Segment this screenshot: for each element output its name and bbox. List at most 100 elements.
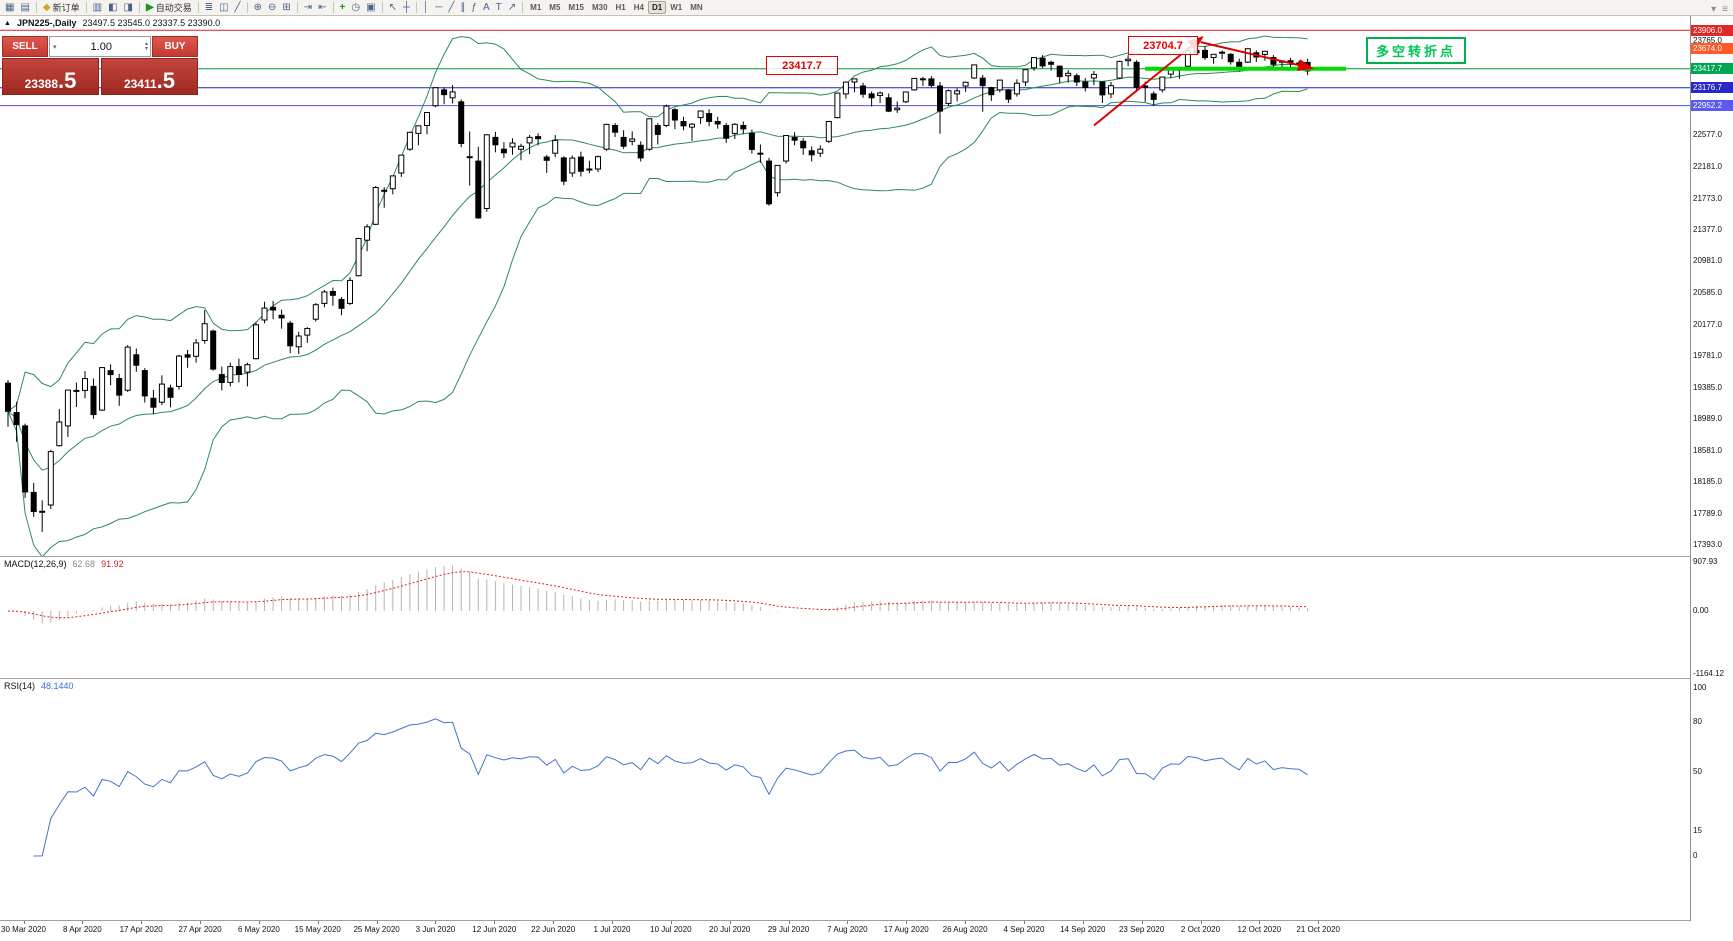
price-axis-label: 19781.0 bbox=[1693, 351, 1722, 361]
volume-down-icon[interactable]: ▾ bbox=[144, 45, 148, 52]
terminal-button[interactable]: ◨ bbox=[121, 1, 136, 15]
timeframe-m15-button[interactable]: M15 bbox=[564, 1, 588, 14]
profiles-button[interactable]: ▤ bbox=[17, 1, 32, 15]
timeframe-m30-button[interactable]: M30 bbox=[588, 1, 612, 14]
buy-price-frac: .5 bbox=[156, 68, 176, 93]
price-axis-label: 21773.0 bbox=[1693, 193, 1722, 203]
fibonacci-icon: ƒ bbox=[471, 1, 477, 13]
volume-dropdown-icon[interactable]: ▾ bbox=[53, 43, 57, 51]
timeframe-mn-button[interactable]: MN bbox=[686, 1, 706, 14]
sell-button[interactable]: SELL bbox=[2, 36, 48, 57]
price-tag: 22952.2 bbox=[1691, 100, 1733, 112]
timeframe-m5-button[interactable]: M5 bbox=[545, 1, 564, 14]
rsi-value: 48.1440 bbox=[41, 681, 74, 691]
volume-control[interactable]: ▾ 1.00 ▴ ▾ bbox=[49, 36, 151, 57]
toolbar-menu-button[interactable]: ≡ bbox=[1719, 3, 1731, 17]
profiles-icon: ▤ bbox=[20, 1, 30, 13]
ohlc-values: 23497.5 23545.0 23337.5 23390.0 bbox=[82, 18, 221, 28]
new-chart-button[interactable]: ▦ bbox=[2, 1, 17, 15]
channel-icon: ∥ bbox=[460, 1, 466, 13]
rsi-scale-label: 50 bbox=[1693, 767, 1702, 776]
navigator-button[interactable]: ◧ bbox=[105, 1, 120, 15]
buy-price[interactable]: 23411.5 bbox=[101, 58, 198, 95]
cursor-button[interactable]: ↖ bbox=[386, 1, 400, 15]
date-tick bbox=[258, 921, 260, 924]
trendline-button[interactable]: ╱ bbox=[445, 1, 457, 15]
date-axis[interactable]: 30 Mar 2020 8 Apr 2020 17 Apr 2020 27 Apr 2… bbox=[0, 921, 1690, 941]
market-watch-icon: ▥ bbox=[92, 1, 103, 13]
chart-shift-button[interactable]: ⇤ bbox=[315, 1, 329, 15]
crosshair-button[interactable]: ┼ bbox=[400, 1, 413, 15]
price-axis-label: 19385.0 bbox=[1693, 382, 1722, 392]
price-axis[interactable]: 23765.0 22577.0 22181.0 21773.0 21377.0 20981… bbox=[1690, 16, 1733, 921]
toolbar-separator bbox=[197, 2, 199, 13]
timeframe-h4-button[interactable]: H4 bbox=[630, 1, 648, 14]
date-tick bbox=[788, 921, 790, 924]
auto-scroll-button[interactable]: ⇥ bbox=[301, 1, 315, 15]
volume-spinner[interactable]: ▴ ▾ bbox=[143, 40, 150, 52]
toolbar-separator bbox=[381, 2, 383, 13]
timeframe-h1-button[interactable]: H1 bbox=[612, 1, 630, 14]
collapse-icon[interactable]: ▲ bbox=[4, 19, 11, 27]
turning-point-annotation[interactable]: 多空转折点 bbox=[1366, 37, 1467, 64]
price-annotation-23704[interactable]: 23704.7 bbox=[1128, 36, 1198, 55]
date-axis-label: 30 Mar 2020 bbox=[1, 925, 46, 934]
label-icon: T bbox=[495, 1, 502, 13]
date-axis-label: 1 Jul 2020 bbox=[593, 925, 631, 934]
chann el-button[interactable]: ∥ bbox=[457, 1, 468, 15]
panel-separator-rsi[interactable] bbox=[0, 678, 1733, 679]
timeframe-w1-button[interactable]: W1 bbox=[666, 1, 686, 14]
candlestick-icon: ◫ bbox=[219, 1, 229, 13]
new-order-button[interactable]: ◆ 新订单 bbox=[40, 1, 83, 15]
text-button[interactable]: A bbox=[480, 1, 493, 15]
timeframe-d1-button[interactable]: D1 bbox=[648, 1, 667, 14]
zoom-in-button[interactable]: ⊕ bbox=[251, 1, 265, 15]
label-button[interactable]: T bbox=[493, 1, 505, 15]
vertical-line-button[interactable]: │ bbox=[420, 1, 432, 15]
templates-button[interactable]: ▣ bbox=[363, 1, 378, 15]
new-order-icon: ◆ bbox=[42, 1, 51, 13]
date-tick bbox=[729, 921, 731, 924]
sell-price[interactable]: 23388.5 bbox=[2, 58, 99, 95]
panel-separator-axis[interactable] bbox=[0, 920, 1733, 921]
volume-value[interactable]: 1.00 bbox=[90, 40, 112, 53]
macd-scale-label: -1164.12 bbox=[1693, 669, 1724, 678]
price-axis-label: 20981.0 bbox=[1693, 256, 1722, 266]
zoom-out-button[interactable]: ⊖ bbox=[265, 1, 279, 15]
timeframe-m1-button[interactable]: M1 bbox=[526, 1, 545, 14]
periods-button[interactable]: ◷ bbox=[348, 1, 363, 15]
indicators-plus-icon: + bbox=[339, 1, 346, 13]
date-axis-label: 20 Jul 2020 bbox=[709, 925, 751, 934]
tile-windows-button[interactable]: ⊞ bbox=[279, 1, 293, 15]
toolbar-separator bbox=[85, 2, 87, 13]
panel-separator-macd[interactable] bbox=[0, 556, 1733, 557]
price-annotation-23417[interactable]: 23417.7 bbox=[766, 56, 838, 75]
horizontal-line-button[interactable]: ─ bbox=[432, 1, 445, 15]
toolbar-overflow-button[interactable]: ▾ bbox=[1708, 3, 1719, 17]
fibonacci-button[interactable]: ƒ bbox=[468, 1, 480, 15]
price-tag: 23674.0 bbox=[1691, 42, 1733, 54]
date-tick bbox=[435, 921, 437, 924]
date-tick bbox=[494, 921, 496, 924]
chart-title: ▲ JPN225-,Daily 23497.5 23545.0 23337.5 … bbox=[4, 18, 220, 28]
candlestick-chart-button[interactable]: ◫ bbox=[216, 1, 231, 15]
crosshair-icon: ┼ bbox=[402, 1, 411, 13]
bar-chart-icon: ≣ bbox=[204, 1, 214, 13]
volume-up-icon[interactable]: ▴ bbox=[144, 40, 148, 47]
date-axis-label: 7 Aug 2020 bbox=[827, 925, 868, 934]
bar-chart-button[interactable]: ≣ bbox=[202, 1, 216, 15]
buy-button[interactable]: BUY bbox=[152, 36, 198, 57]
price-axis-label: 18185.0 bbox=[1693, 477, 1722, 487]
market-watch-button[interactable]: ▥ bbox=[90, 1, 105, 15]
price-axis-label: 23765.0 bbox=[1693, 36, 1722, 46]
vertical-line-icon: │ bbox=[423, 1, 430, 13]
price-tag: 23176.7 bbox=[1691, 82, 1733, 94]
date-axis-label: 26 Aug 2020 bbox=[942, 925, 988, 934]
date-tick bbox=[906, 921, 908, 924]
indicators-button[interactable]: + bbox=[337, 1, 349, 15]
line-chart-button[interactable]: ╱ bbox=[232, 1, 244, 15]
arrows-button[interactable]: ↗ bbox=[505, 1, 519, 15]
autotrading-button[interactable]: ▶ 自动交易 bbox=[143, 1, 195, 15]
